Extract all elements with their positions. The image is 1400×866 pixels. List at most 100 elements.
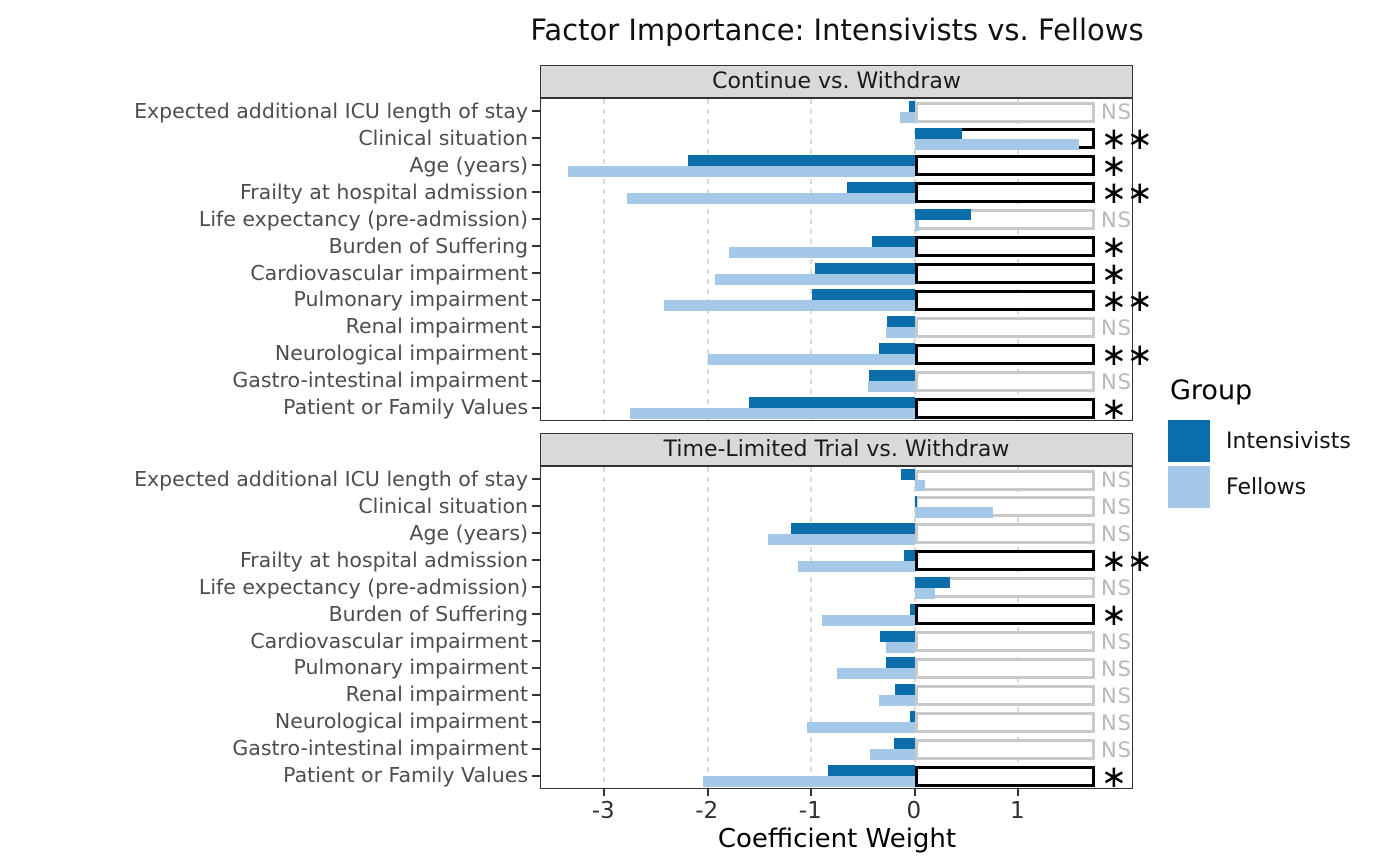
significance-box bbox=[914, 738, 1095, 760]
x-tick-label: 0 bbox=[906, 798, 922, 824]
legend-item-intensivists: Intensivists bbox=[1168, 420, 1393, 462]
facet-strip-continue: Continue vs. Withdraw bbox=[540, 65, 1133, 98]
gridline bbox=[810, 467, 813, 788]
significance-marker: ∗∗ bbox=[1100, 121, 1153, 158]
bar-intensivists bbox=[847, 181, 915, 193]
y-axis-tick bbox=[532, 298, 540, 301]
x-tick-label: 1 bbox=[1010, 798, 1025, 824]
chart-row: NS bbox=[541, 368, 1131, 395]
bar-intensivists bbox=[895, 684, 915, 696]
gridline bbox=[603, 467, 606, 788]
significance-marker: ∗∗ bbox=[1100, 543, 1153, 580]
y-axis-tick bbox=[532, 693, 540, 696]
significance-box bbox=[914, 550, 1095, 572]
significance-box bbox=[914, 236, 1095, 258]
bar-fellows bbox=[914, 480, 926, 491]
x-axis-tick bbox=[810, 789, 813, 796]
x-tick-label: -1 bbox=[798, 798, 822, 824]
bar-fellows bbox=[630, 408, 915, 420]
chart-row: ∗∗ bbox=[541, 283, 1153, 319]
y-axis-tick bbox=[532, 639, 540, 642]
y-axis-tick bbox=[532, 164, 540, 167]
significance-marker: NS bbox=[1100, 656, 1132, 681]
bar-fellows bbox=[807, 722, 915, 734]
y-axis-tick bbox=[532, 191, 540, 194]
bar-fellows bbox=[914, 138, 1080, 150]
chart-row: NS bbox=[541, 575, 1131, 602]
chart-row: NS bbox=[541, 99, 1131, 126]
y-axis-tick bbox=[532, 406, 540, 409]
significance-box bbox=[914, 684, 1095, 706]
bar-fellows bbox=[868, 381, 915, 393]
category-label: Gastro-intestinal impairment bbox=[232, 368, 528, 393]
legend-item-fellows: Fellows bbox=[1168, 466, 1393, 508]
bar-intensivists bbox=[914, 127, 963, 139]
x-axis-title: Coefficient Weight bbox=[717, 824, 957, 854]
significance-box bbox=[914, 469, 1095, 491]
y-axis-tick bbox=[532, 379, 540, 382]
gridline bbox=[1017, 467, 1020, 788]
bar-intensivists bbox=[869, 370, 915, 382]
y-axis-tick bbox=[532, 271, 540, 274]
significance-box bbox=[914, 182, 1095, 204]
bar-intensivists bbox=[878, 343, 915, 355]
chart-row: NS bbox=[541, 521, 1131, 548]
facet-strip-tlt: Time-Limited Trial vs. Withdraw bbox=[540, 433, 1133, 466]
significance-box bbox=[914, 397, 1095, 419]
category-label: Burden of Suffering bbox=[328, 601, 528, 626]
intensivists-swatch bbox=[1168, 420, 1210, 462]
bar-fellows bbox=[885, 641, 915, 653]
chart-row: ∗∗ bbox=[541, 337, 1153, 373]
bar-intensivists bbox=[827, 765, 915, 777]
significance-marker: NS bbox=[1100, 522, 1132, 547]
y-axis-tick bbox=[532, 245, 540, 248]
bar-fellows bbox=[714, 273, 915, 285]
x-tick-label: -3 bbox=[591, 798, 615, 824]
bar-intensivists bbox=[815, 262, 915, 274]
chart-row: ∗ bbox=[541, 390, 1131, 427]
category-label: Burden of Suffering bbox=[328, 233, 528, 258]
category-label: Frailty at hospital admission bbox=[239, 179, 528, 204]
facet-strip-label: Continue vs. Withdraw bbox=[712, 69, 961, 94]
category-label: Clinical situation bbox=[358, 125, 528, 150]
chart-row: NS bbox=[541, 207, 1131, 234]
gridline bbox=[913, 99, 916, 420]
y-axis-tick bbox=[532, 137, 540, 140]
y-axis-tick bbox=[532, 720, 540, 723]
category-label: Clinical situation bbox=[358, 493, 528, 518]
category-label: Expected additional ICU length of stay bbox=[134, 467, 528, 491]
significance-marker: ∗ bbox=[1100, 390, 1127, 427]
chart-row: NS bbox=[541, 655, 1131, 682]
significance-box bbox=[914, 101, 1095, 123]
category-label: Renal impairment bbox=[345, 682, 528, 707]
category-label: Cardiovascular impairment bbox=[250, 260, 528, 285]
significance-marker: NS bbox=[1100, 468, 1132, 493]
significance-box bbox=[914, 523, 1095, 545]
bar-fellows bbox=[767, 533, 915, 545]
chart-row: ∗∗ bbox=[541, 175, 1153, 211]
significance-marker: ∗∗ bbox=[1100, 175, 1153, 212]
bar-fellows bbox=[626, 192, 915, 204]
significance-marker: NS bbox=[1100, 100, 1132, 125]
significance-marker: ∗ bbox=[1100, 148, 1127, 185]
y-axis-tick bbox=[532, 352, 540, 355]
bar-intensivists bbox=[790, 522, 915, 534]
y-axis-tick bbox=[532, 586, 540, 589]
bar-intensivists bbox=[914, 495, 917, 507]
category-label: Cardiovascular impairment bbox=[250, 628, 528, 653]
category-label: Age (years) bbox=[409, 152, 528, 177]
bar-intensivists bbox=[894, 738, 915, 750]
significance-marker: NS bbox=[1100, 315, 1132, 340]
y-axis-tick bbox=[532, 774, 540, 777]
y-axis-tick bbox=[532, 747, 540, 750]
bar-fellows bbox=[707, 354, 915, 366]
significance-box bbox=[914, 604, 1095, 626]
significance-marker: ∗∗ bbox=[1100, 282, 1153, 319]
y-axis-tick bbox=[532, 559, 540, 562]
fellows-swatch bbox=[1168, 466, 1210, 508]
facet-strip-label: Time-Limited Trial vs. Withdraw bbox=[663, 437, 1010, 462]
chart-row: NS bbox=[541, 629, 1131, 656]
category-label: Life expectancy (pre-admission) bbox=[198, 206, 528, 231]
significance-box bbox=[914, 289, 1095, 311]
significance-box bbox=[914, 711, 1095, 733]
